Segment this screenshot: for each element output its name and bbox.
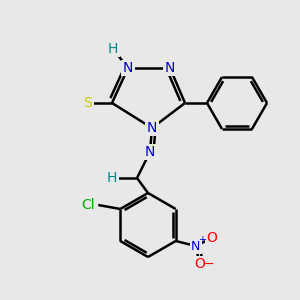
Text: −: − bbox=[203, 257, 214, 271]
Text: N: N bbox=[191, 239, 200, 253]
Text: N: N bbox=[165, 61, 175, 75]
Text: +: + bbox=[198, 235, 206, 245]
Text: N: N bbox=[123, 61, 133, 75]
Text: O: O bbox=[194, 257, 205, 271]
Text: O: O bbox=[206, 231, 217, 245]
Text: N: N bbox=[145, 145, 155, 159]
Text: H: H bbox=[108, 42, 118, 56]
Text: Cl: Cl bbox=[82, 198, 95, 212]
Text: S: S bbox=[84, 96, 92, 110]
Text: H: H bbox=[107, 171, 117, 185]
Text: N: N bbox=[147, 121, 157, 135]
